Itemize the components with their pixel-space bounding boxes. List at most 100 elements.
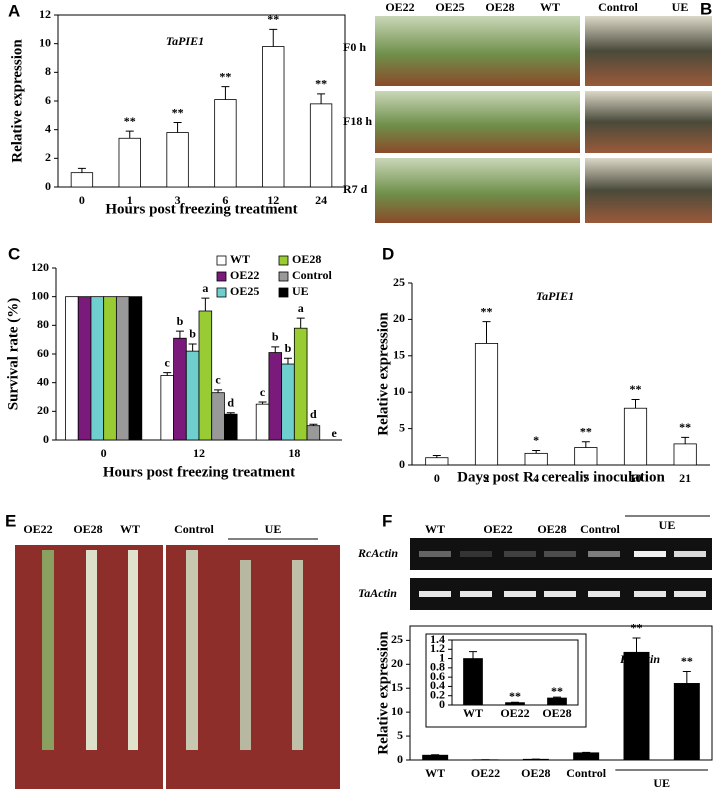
column-label: UE	[672, 0, 689, 14]
gel-band	[588, 591, 620, 597]
y-tick-label: 5	[397, 728, 403, 742]
bar	[128, 296, 143, 441]
y-tick-label: 40	[37, 374, 49, 388]
stem	[128, 550, 138, 750]
gel-band	[419, 551, 451, 557]
bar	[463, 658, 483, 706]
group-label: UE	[653, 776, 670, 789]
bar	[574, 447, 598, 466]
gel-row-label: TaActin	[358, 586, 397, 600]
bar-annotation: **	[631, 621, 643, 635]
error-bar	[77, 167, 86, 173]
y-tick-label: 0.2	[430, 687, 445, 701]
gel-band	[504, 551, 536, 557]
bar-annotation: c	[260, 385, 266, 399]
chart-title: TaPIE1	[166, 34, 204, 48]
panel-label: D	[382, 244, 394, 263]
panel-label: C	[8, 244, 20, 263]
column-label: WT	[540, 0, 560, 14]
bar	[173, 337, 187, 441]
y-tick-label: 0	[399, 457, 405, 471]
column-label: UE	[265, 522, 282, 536]
error-bar	[309, 423, 318, 426]
error-bar	[269, 28, 278, 47]
error-bar	[221, 86, 230, 100]
bar	[309, 103, 333, 188]
bar	[255, 403, 270, 441]
bar	[623, 651, 650, 761]
photo	[375, 158, 580, 223]
photo-panel-e: E	[5, 511, 340, 789]
bar	[103, 296, 117, 441]
bar-annotation: **	[481, 304, 493, 318]
row-label: F0 h	[343, 40, 366, 54]
x-tick-label: OE22	[471, 766, 500, 780]
y-tick-label: 1	[439, 650, 445, 664]
x-tick-label: 4	[533, 471, 539, 485]
error-bar	[469, 651, 477, 659]
bar	[673, 443, 697, 466]
stem	[42, 550, 54, 750]
y-axis-label: Relative expression	[375, 312, 391, 436]
legend-label: OE28	[292, 252, 321, 266]
bar-annotation: **	[679, 420, 691, 434]
lane-label: OE22	[483, 522, 512, 536]
bar	[185, 350, 200, 441]
gel-band	[460, 551, 492, 557]
x-tick-label: WT	[463, 706, 483, 720]
y-tick-label: 0	[439, 697, 445, 711]
stem	[292, 560, 303, 750]
x-tick-label: Control	[566, 766, 606, 780]
lane-label: WT	[425, 522, 445, 536]
column-label: Control	[598, 0, 638, 14]
y-tick-label: 0	[397, 752, 403, 766]
bar	[547, 697, 567, 706]
bar	[281, 363, 295, 441]
y-tick-label: 8	[45, 64, 51, 78]
bar-annotation: a	[298, 301, 304, 315]
x-tick-label: 10	[630, 471, 642, 485]
bar-annotation: c	[165, 355, 171, 369]
bar	[623, 407, 648, 466]
bar-annotation: **	[551, 684, 563, 698]
error-bar	[682, 670, 691, 684]
y-tick-label: 4	[45, 121, 51, 135]
lane-label: Control	[580, 522, 620, 536]
x-tick-label: OE28	[542, 706, 571, 720]
x-tick-label: 12	[193, 446, 205, 460]
gel-band	[419, 591, 451, 597]
error-bar	[532, 449, 541, 454]
gel-band	[674, 591, 706, 597]
y-tick-label: 1.2	[430, 641, 445, 655]
y-tick-label: 0.8	[430, 660, 445, 674]
error-bar	[482, 321, 491, 344]
error-bar	[188, 343, 197, 352]
bar-annotation: b	[189, 327, 196, 341]
bar	[166, 132, 189, 188]
bar	[214, 99, 237, 188]
panel-label: B	[700, 0, 712, 18]
gel-band	[504, 591, 536, 597]
x-tick-label: 0	[101, 446, 107, 460]
panel-label: E	[5, 511, 16, 530]
bar-annotation: **	[219, 69, 231, 83]
error-bar	[317, 93, 326, 104]
y-axis-label: Relative expression	[9, 39, 25, 163]
x-tick-label: 7	[583, 471, 589, 485]
column-label: OE25	[435, 0, 464, 14]
y-tick-label: 20	[393, 311, 405, 325]
error-bar	[553, 696, 561, 699]
bar-annotation: **	[315, 77, 327, 91]
y-tick-label: 10	[39, 35, 51, 49]
y-tick-label: 1.4	[430, 632, 445, 646]
bar-annotation: d	[310, 407, 317, 421]
inset-frame	[425, 633, 587, 728]
error-bar	[296, 317, 305, 329]
y-tick-label: 100	[31, 288, 49, 302]
gel-band	[634, 551, 666, 557]
bar	[524, 452, 548, 466]
x-tick-label: 3	[175, 193, 181, 207]
bar-annotation: c	[215, 373, 221, 387]
y-tick-label: 80	[37, 317, 49, 331]
bar	[573, 752, 600, 761]
